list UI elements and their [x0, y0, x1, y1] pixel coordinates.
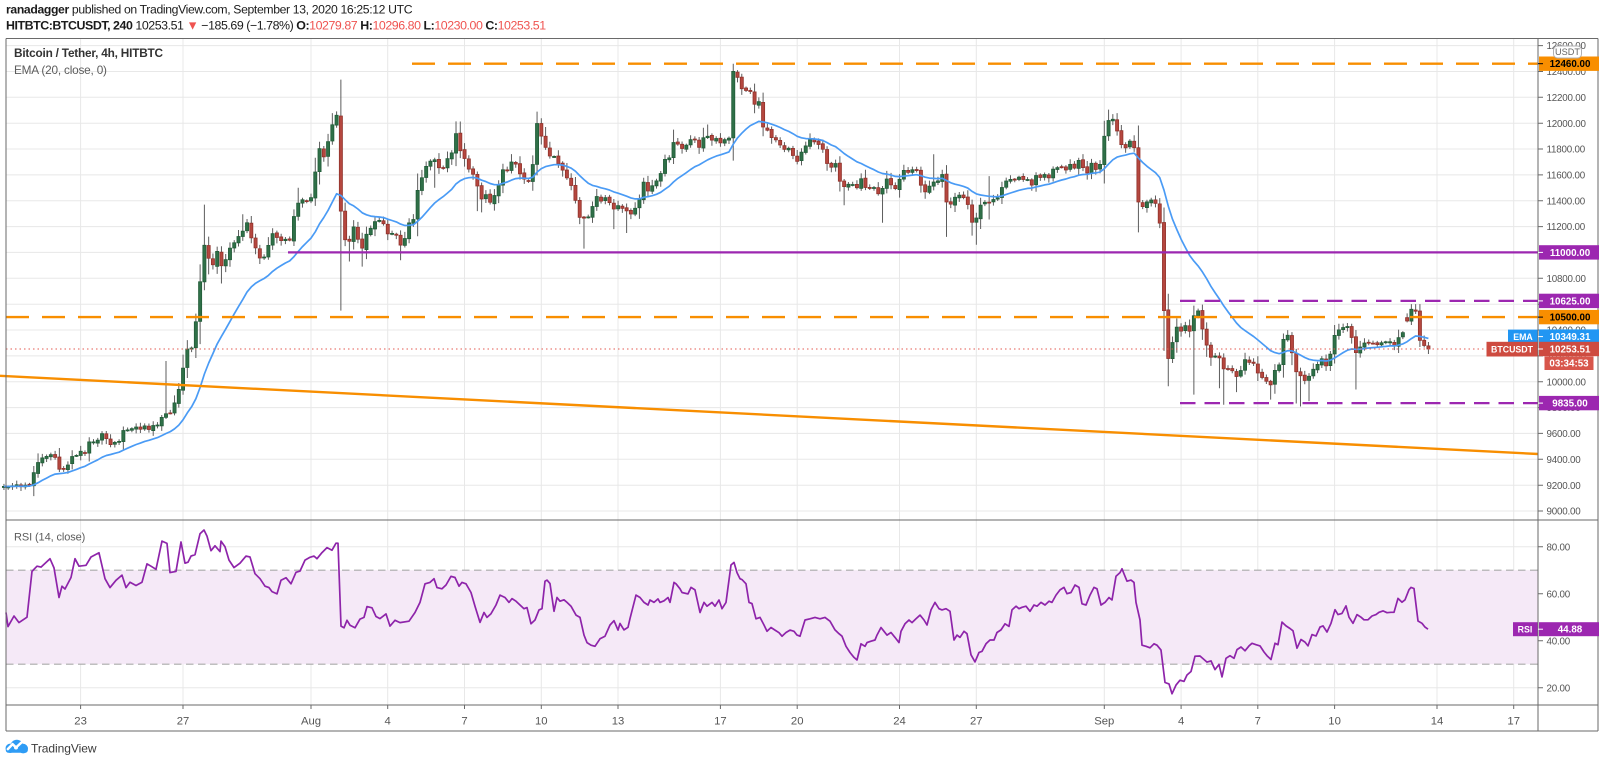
svg-text:Aug: Aug	[301, 716, 321, 728]
svg-text:11000.00: 11000.00	[1550, 248, 1591, 259]
svg-text:80.00: 80.00	[1547, 542, 1571, 553]
svg-text:17: 17	[1507, 716, 1520, 728]
svg-text:17: 17	[714, 716, 727, 728]
svg-text:EMA: EMA	[1513, 332, 1533, 342]
svg-text:12460.00: 12460.00	[1550, 59, 1591, 70]
svg-text:EMA (20, close, 0): EMA (20, close, 0)	[14, 63, 107, 77]
svg-text:20: 20	[791, 716, 804, 728]
svg-text:12400.00: 12400.00	[1547, 67, 1587, 78]
svg-text:TradingView: TradingView	[31, 742, 97, 756]
svg-text:10: 10	[1328, 716, 1341, 728]
svg-text:HITBTC:BTCUSDT, 240 10253.51: HITBTC:BTCUSDT, 240 10253.51 ▼ −185.69 (…	[6, 19, 546, 33]
svg-text:4: 4	[385, 716, 391, 728]
svg-text:27: 27	[177, 716, 190, 728]
svg-text:9000.00: 9000.00	[1547, 507, 1582, 518]
svg-text:9400.00: 9400.00	[1547, 455, 1582, 466]
svg-text:9600.00: 9600.00	[1547, 429, 1582, 440]
svg-text:10349.31: 10349.31	[1550, 332, 1591, 343]
svg-text:11800.00: 11800.00	[1547, 145, 1586, 156]
svg-text:10800.00: 10800.00	[1547, 274, 1587, 285]
svg-text:10000.00: 10000.00	[1547, 377, 1587, 388]
svg-text:10: 10	[535, 716, 548, 728]
svg-text:Sep: Sep	[1094, 716, 1114, 728]
svg-text:20.00: 20.00	[1547, 683, 1571, 694]
svg-text:11600.00: 11600.00	[1547, 171, 1586, 182]
svg-text:10500.00: 10500.00	[1550, 313, 1591, 324]
svg-text:10253.51: 10253.51	[1550, 344, 1591, 355]
svg-text:03:34:53: 03:34:53	[1549, 359, 1589, 370]
svg-text:24: 24	[893, 716, 906, 728]
svg-text:Bitcoin / Tether, 4h, HITBTC: Bitcoin / Tether, 4h, HITBTC	[14, 46, 164, 60]
svg-text:BTCUSDT: BTCUSDT	[1491, 344, 1534, 354]
svg-text:11400.00: 11400.00	[1547, 196, 1586, 207]
svg-text:RSI: RSI	[1518, 625, 1533, 635]
svg-text:9835.00: 9835.00	[1552, 399, 1588, 410]
svg-text:13: 13	[612, 716, 625, 728]
svg-text:10625.00: 10625.00	[1550, 296, 1591, 307]
svg-text:USDT: USDT	[1555, 47, 1580, 57]
svg-text:7: 7	[461, 716, 467, 728]
svg-text:4: 4	[1178, 716, 1184, 728]
svg-text:23: 23	[74, 716, 87, 728]
svg-text:RSI (14, close): RSI (14, close)	[14, 532, 85, 544]
svg-text:14: 14	[1431, 716, 1444, 728]
svg-text:11200.00: 11200.00	[1547, 222, 1586, 233]
svg-text:7: 7	[1255, 716, 1261, 728]
svg-text:40.00: 40.00	[1547, 636, 1571, 647]
svg-text:12200.00: 12200.00	[1547, 93, 1587, 104]
svg-text:ranadagger published on Tradin: ranadagger published on TradingView.com,…	[6, 3, 413, 17]
svg-text:9200.00: 9200.00	[1547, 481, 1582, 492]
svg-text:12000.00: 12000.00	[1547, 119, 1587, 130]
svg-text:60.00: 60.00	[1547, 589, 1571, 600]
svg-text:44.88: 44.88	[1558, 625, 1583, 636]
svg-text:27: 27	[970, 716, 983, 728]
